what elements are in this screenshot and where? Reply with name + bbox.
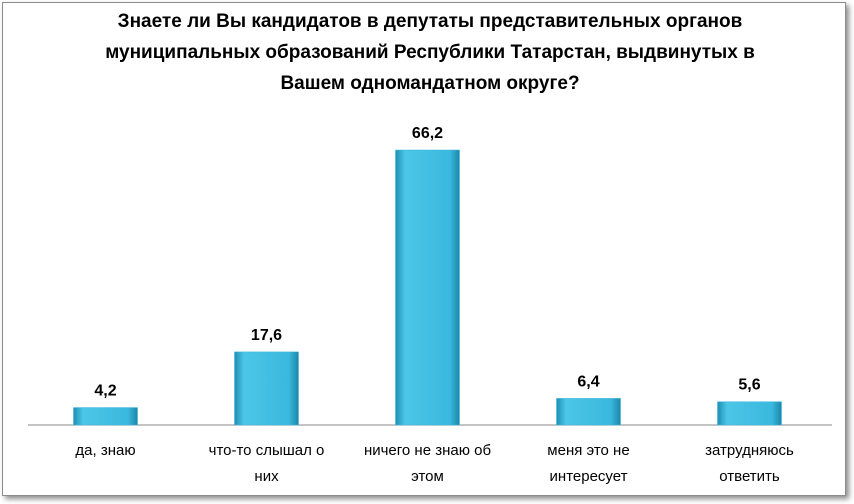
bar (717, 401, 782, 426)
x-tick-label: что-то слышал о них (208, 442, 325, 485)
x-tick-label: да, знаю (75, 442, 136, 459)
bar (395, 149, 460, 426)
chart-title: Знаете ли Вы кандидатов в депутаты предс… (105, 11, 755, 94)
data-label: 4,2 (94, 383, 116, 400)
data-label: 17,6 (251, 327, 282, 344)
x-tick-label: меня это не интересует (547, 442, 630, 485)
bar (234, 351, 299, 426)
data-label: 66,2 (412, 125, 443, 142)
x-tick-label: ничего не знаю об этом (363, 442, 492, 485)
data-label: 6,4 (577, 373, 599, 390)
bar (556, 398, 621, 426)
x-tick-label: затрудняюсь ответить (705, 442, 794, 485)
bar (73, 407, 138, 426)
data-label: 5,6 (738, 377, 760, 394)
